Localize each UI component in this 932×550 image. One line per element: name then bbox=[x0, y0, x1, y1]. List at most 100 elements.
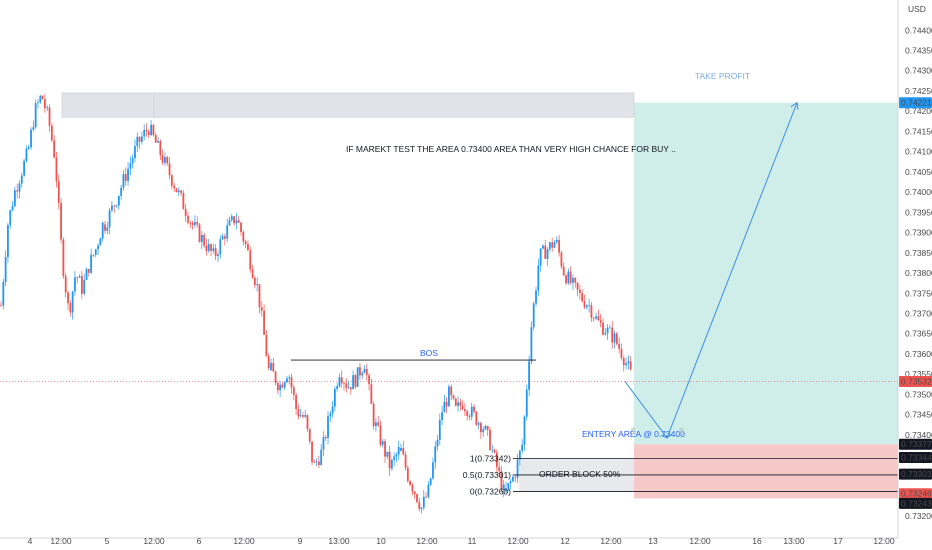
candle-body[interactable] bbox=[516, 459, 519, 478]
candle-body[interactable] bbox=[108, 210, 111, 228]
candle-body[interactable] bbox=[450, 386, 453, 396]
candle-body[interactable] bbox=[438, 420, 441, 440]
candle-body[interactable] bbox=[168, 163, 171, 176]
candle-body[interactable] bbox=[618, 343, 621, 349]
candle-body[interactable] bbox=[368, 375, 370, 385]
candle-body[interactable] bbox=[44, 99, 46, 109]
candle-body[interactable] bbox=[317, 461, 320, 465]
candle-body[interactable] bbox=[548, 242, 551, 250]
candle-body[interactable] bbox=[25, 148, 28, 161]
candle-body[interactable] bbox=[576, 282, 579, 290]
candle-body[interactable] bbox=[39, 95, 42, 103]
candle-body[interactable] bbox=[420, 507, 423, 509]
candle-body[interactable] bbox=[32, 127, 35, 130]
candle-body[interactable] bbox=[597, 316, 600, 321]
candle-body[interactable] bbox=[595, 316, 597, 319]
candle-body[interactable] bbox=[62, 239, 65, 277]
candle-body[interactable] bbox=[495, 452, 498, 468]
candle-body[interactable] bbox=[320, 449, 323, 465]
candle-body[interactable] bbox=[518, 450, 521, 460]
candle-body[interactable] bbox=[615, 333, 618, 344]
candle-body[interactable] bbox=[512, 476, 514, 482]
candle-body[interactable] bbox=[131, 158, 134, 164]
candle-body[interactable] bbox=[384, 441, 386, 457]
candle-body[interactable] bbox=[592, 317, 595, 319]
candle-body[interactable] bbox=[127, 168, 129, 181]
candle-body[interactable] bbox=[324, 437, 327, 439]
candle-body[interactable] bbox=[203, 235, 206, 246]
candle-body[interactable] bbox=[402, 448, 405, 455]
candle-body[interactable] bbox=[106, 227, 109, 231]
candle-body[interactable] bbox=[609, 327, 611, 329]
candle-body[interactable] bbox=[370, 384, 373, 404]
candle-body[interactable] bbox=[461, 405, 464, 410]
candle-body[interactable] bbox=[327, 416, 329, 439]
candle-body[interactable] bbox=[198, 224, 201, 242]
candle-body[interactable] bbox=[111, 205, 113, 211]
candle-body[interactable] bbox=[572, 277, 574, 283]
candle-body[interactable] bbox=[263, 310, 265, 335]
candle-body[interactable] bbox=[361, 372, 364, 376]
candle-body[interactable] bbox=[233, 216, 236, 224]
candle-body[interactable] bbox=[502, 484, 505, 490]
candle-body[interactable] bbox=[279, 384, 282, 391]
candle-body[interactable] bbox=[90, 254, 93, 273]
candle-body[interactable] bbox=[83, 280, 86, 294]
candle-body[interactable] bbox=[539, 248, 542, 266]
candle-body[interactable] bbox=[359, 367, 361, 376]
candle-body[interactable] bbox=[157, 140, 159, 143]
candle-body[interactable] bbox=[187, 215, 189, 223]
candle-body[interactable] bbox=[134, 146, 136, 159]
candle-body[interactable] bbox=[194, 222, 196, 226]
candle-body[interactable] bbox=[170, 175, 173, 186]
candle-body[interactable] bbox=[445, 401, 448, 407]
candle-body[interactable] bbox=[270, 362, 272, 371]
candle-body[interactable] bbox=[352, 375, 355, 390]
candle-body[interactable] bbox=[256, 284, 259, 286]
candle-body[interactable] bbox=[11, 205, 14, 211]
candle-body[interactable] bbox=[196, 222, 199, 225]
candle-body[interactable] bbox=[295, 394, 297, 410]
price-tag[interactable] bbox=[899, 375, 932, 387]
candle-body[interactable] bbox=[41, 95, 44, 100]
price-tag[interactable] bbox=[899, 468, 932, 480]
candle-body[interactable] bbox=[574, 277, 577, 283]
candle-body[interactable] bbox=[140, 136, 143, 142]
candle-body[interactable] bbox=[404, 454, 407, 468]
candle-body[interactable] bbox=[345, 383, 348, 388]
candle-body[interactable] bbox=[260, 307, 263, 311]
candle-body[interactable] bbox=[625, 363, 627, 366]
candle-body[interactable] bbox=[434, 446, 437, 463]
candle-body[interactable] bbox=[76, 277, 79, 279]
candle-body[interactable] bbox=[381, 441, 384, 445]
candle-body[interactable] bbox=[505, 488, 507, 492]
candle-body[interactable] bbox=[219, 239, 222, 255]
candle-body[interactable] bbox=[85, 268, 88, 281]
candle-body[interactable] bbox=[308, 428, 311, 442]
candle-body[interactable] bbox=[459, 402, 462, 406]
candle-body[interactable] bbox=[124, 174, 127, 181]
candle-body[interactable] bbox=[498, 467, 501, 472]
candle-body[interactable] bbox=[212, 248, 215, 251]
candle-body[interactable] bbox=[16, 190, 19, 192]
candle-body[interactable] bbox=[210, 244, 212, 251]
candle-body[interactable] bbox=[253, 277, 256, 286]
candle-body[interactable] bbox=[46, 107, 49, 109]
price-tag[interactable] bbox=[899, 497, 932, 509]
supply-zone[interactable] bbox=[61, 92, 635, 118]
candle-body[interactable] bbox=[74, 277, 76, 292]
candle-body[interactable] bbox=[7, 225, 9, 258]
candle-body[interactable] bbox=[286, 378, 288, 383]
candle-body[interactable] bbox=[281, 384, 284, 388]
candle-body[interactable] bbox=[276, 382, 279, 391]
candle-body[interactable] bbox=[302, 415, 304, 417]
candle-body[interactable] bbox=[406, 467, 409, 482]
candle-body[interactable] bbox=[272, 362, 275, 372]
candle-body[interactable] bbox=[329, 413, 332, 417]
candle-body[interactable] bbox=[30, 129, 32, 148]
price-tag[interactable] bbox=[899, 452, 932, 464]
candle-body[interactable] bbox=[267, 356, 270, 369]
take-profit-zone[interactable] bbox=[634, 102, 898, 445]
candle-body[interactable] bbox=[340, 377, 343, 384]
